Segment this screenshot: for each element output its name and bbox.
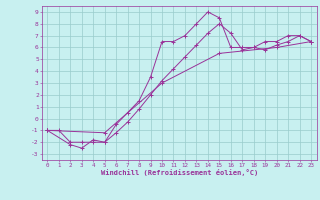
X-axis label: Windchill (Refroidissement éolien,°C): Windchill (Refroidissement éolien,°C) [100,169,258,176]
